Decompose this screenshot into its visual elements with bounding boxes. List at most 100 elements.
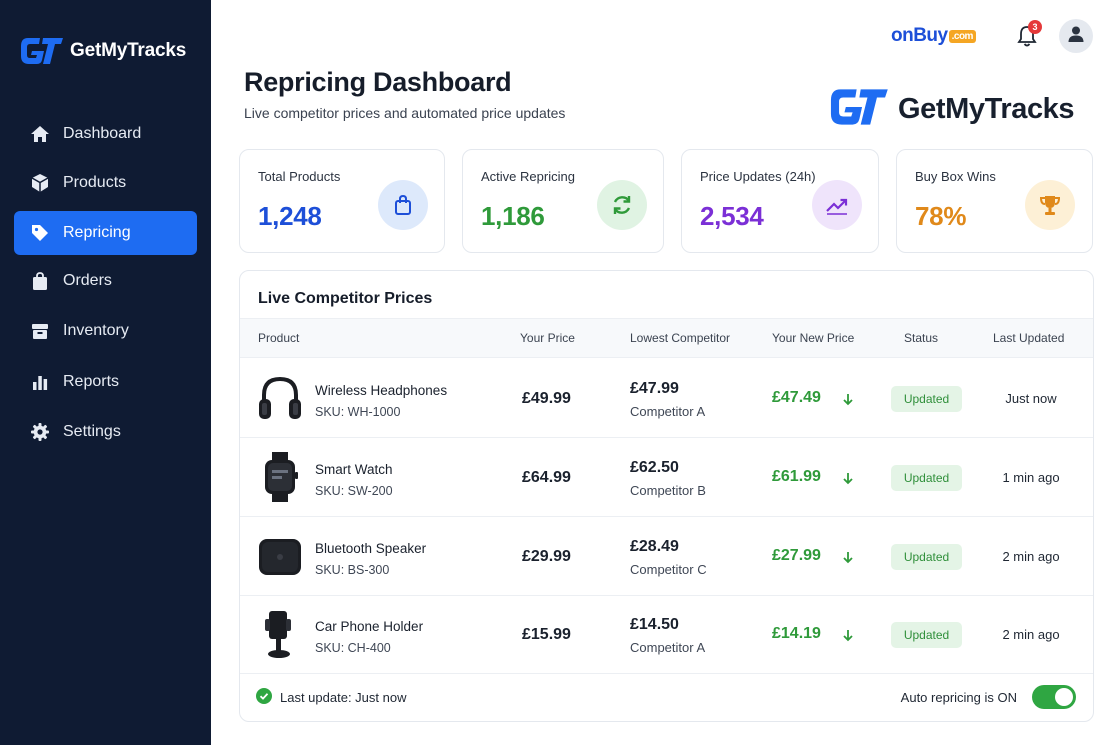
status-badge: Updated bbox=[891, 544, 962, 570]
onbuy-name: onBuy bbox=[891, 25, 948, 46]
column-header-your-price[interactable]: Your Price bbox=[520, 331, 575, 345]
sidebar-item-orders[interactable]: Orders bbox=[14, 259, 197, 303]
lowest-competitor-price: £62.50 bbox=[630, 459, 679, 476]
gt-logo-icon bbox=[824, 84, 892, 135]
bar-chart-icon bbox=[30, 372, 50, 392]
last-updated: Just now bbox=[1005, 391, 1057, 406]
stat-card-price-updates: Price Updates (24h) 2,534 bbox=[681, 149, 879, 253]
table-row[interactable]: Car Phone Holder SKU: CH-400 £15.99 £14.… bbox=[240, 596, 1093, 674]
arrow-down-icon bbox=[841, 628, 855, 642]
brand-logo-large: GetMyTracks bbox=[824, 84, 1075, 135]
user-avatar[interactable] bbox=[1059, 19, 1093, 53]
status-badge: Updated bbox=[891, 386, 962, 412]
arrow-down-icon bbox=[841, 550, 855, 564]
notifications-button[interactable]: 3 bbox=[1013, 20, 1042, 50]
last-update-status: Last update: Just now bbox=[256, 688, 406, 707]
sidebar-item-label: Dashboard bbox=[63, 125, 142, 142]
sidebar-item-dashboard[interactable]: Dashboard bbox=[14, 112, 197, 156]
column-header-product[interactable]: Product bbox=[258, 331, 300, 345]
sidebar-item-label: Reports bbox=[63, 373, 120, 390]
sidebar: GetMyTracks Dashboard Products Repricing… bbox=[0, 0, 211, 745]
product-sku: SKU: WH-1000 bbox=[315, 405, 401, 419]
sidebar-item-reports[interactable]: Reports bbox=[14, 360, 197, 404]
table-row[interactable]: Smart Watch SKU: SW-200 £64.99 £62.50 Co… bbox=[240, 438, 1093, 517]
table-row[interactable]: Wireless Headphones SKU: WH-1000 £49.99 … bbox=[240, 359, 1093, 438]
new-price: £27.99 bbox=[772, 547, 821, 564]
column-header-last-updated[interactable]: Last Updated bbox=[993, 331, 1065, 345]
competitor-prices-panel: Live Competitor Prices Product Your Pric… bbox=[239, 270, 1094, 722]
page-title: Repricing Dashboard bbox=[244, 67, 512, 97]
stat-label: Buy Box Wins bbox=[915, 169, 996, 184]
new-price: £47.49 bbox=[772, 389, 821, 406]
trophy-icon bbox=[1025, 180, 1075, 230]
bell-icon bbox=[1013, 26, 1041, 54]
your-price: £15.99 bbox=[522, 626, 571, 643]
shopping-bag-icon bbox=[30, 271, 50, 291]
phone-holder-icon bbox=[256, 608, 304, 660]
auto-repricing-toggle[interactable] bbox=[1032, 685, 1076, 709]
box-icon bbox=[30, 321, 50, 341]
table-header: Product Your Price Lowest Competitor You… bbox=[240, 318, 1093, 358]
your-price: £29.99 bbox=[522, 548, 571, 565]
home-icon bbox=[30, 124, 50, 144]
sidebar-item-label: Settings bbox=[63, 423, 121, 440]
speaker-icon bbox=[256, 530, 304, 582]
stat-card-total-products: Total Products 1,248 bbox=[239, 149, 445, 253]
arrow-down-icon bbox=[841, 392, 855, 406]
competitor-name: Competitor B bbox=[630, 483, 706, 498]
product-name: Car Phone Holder bbox=[315, 619, 424, 634]
status-badge: Updated bbox=[891, 622, 962, 648]
column-header-new-price[interactable]: Your New Price bbox=[772, 331, 855, 345]
page-subtitle: Live competitor prices and automated pri… bbox=[244, 105, 566, 121]
product-sku: SKU: CH-400 bbox=[315, 641, 391, 655]
toggle-knob bbox=[1055, 688, 1073, 706]
last-update-text: Last update: Just now bbox=[280, 690, 407, 705]
stat-card-active-repricing: Active Repricing 1,186 bbox=[462, 149, 664, 253]
onbuy-suffix: .com bbox=[948, 29, 976, 43]
sidebar-item-repricing[interactable]: Repricing bbox=[14, 211, 197, 255]
new-price: £14.19 bbox=[772, 625, 821, 642]
status-badge: Updated bbox=[891, 465, 962, 491]
auto-repricing-state: ON bbox=[997, 690, 1018, 705]
sidebar-item-label: Inventory bbox=[63, 322, 129, 339]
smartwatch-icon bbox=[256, 451, 304, 503]
competitor-name: Competitor A bbox=[630, 640, 706, 655]
sidebar-item-label: Repricing bbox=[63, 224, 131, 241]
check-circle-icon bbox=[256, 688, 272, 707]
stat-label: Price Updates (24h) bbox=[700, 169, 816, 184]
stat-card-buy-box-wins: Buy Box Wins 78% bbox=[896, 149, 1093, 253]
notification-count-badge: 3 bbox=[1028, 20, 1042, 34]
sidebar-item-inventory[interactable]: Inventory bbox=[14, 309, 197, 353]
new-price: £61.99 bbox=[772, 468, 821, 485]
stat-value: 78% bbox=[915, 201, 967, 231]
column-header-lowest-competitor[interactable]: Lowest Competitor bbox=[630, 331, 731, 345]
sidebar-item-settings[interactable]: Settings bbox=[14, 410, 197, 454]
onbuy-logo[interactable]: onBuy .com bbox=[891, 25, 976, 47]
sidebar-item-products[interactable]: Products bbox=[14, 161, 197, 205]
stat-label: Total Products bbox=[258, 169, 341, 184]
product-name: Wireless Headphones bbox=[315, 383, 448, 398]
stat-value: 1,248 bbox=[258, 201, 322, 231]
competitor-name: Competitor A bbox=[630, 404, 706, 419]
lowest-competitor-price: £28.49 bbox=[630, 538, 679, 555]
product-name: Bluetooth Speaker bbox=[315, 541, 427, 556]
last-updated: 2 min ago bbox=[1002, 627, 1060, 642]
product-name: Smart Watch bbox=[315, 462, 393, 477]
refresh-icon bbox=[597, 180, 647, 230]
brand[interactable]: GetMyTracks bbox=[18, 34, 186, 68]
headphones-icon bbox=[256, 372, 304, 424]
sidebar-item-label: Products bbox=[63, 174, 127, 191]
user-icon bbox=[1066, 24, 1086, 49]
competitor-name: Competitor C bbox=[630, 562, 707, 577]
product-sku: SKU: BS-300 bbox=[315, 563, 390, 577]
table-row[interactable]: Bluetooth Speaker SKU: BS-300 £29.99 £28… bbox=[240, 517, 1093, 596]
shopping-bag-icon bbox=[378, 180, 428, 230]
product-sku: SKU: SW-200 bbox=[315, 484, 393, 498]
auto-repricing-prefix: Auto repricing is bbox=[900, 690, 998, 705]
last-updated: 2 min ago bbox=[1002, 549, 1060, 564]
auto-repricing-label: Auto repricing is ON bbox=[901, 690, 1017, 705]
your-price: £64.99 bbox=[522, 469, 571, 486]
column-header-status[interactable]: Status bbox=[904, 331, 939, 345]
last-updated: 1 min ago bbox=[1002, 470, 1060, 485]
brand-name-large: GetMyTracks bbox=[898, 93, 1075, 125]
